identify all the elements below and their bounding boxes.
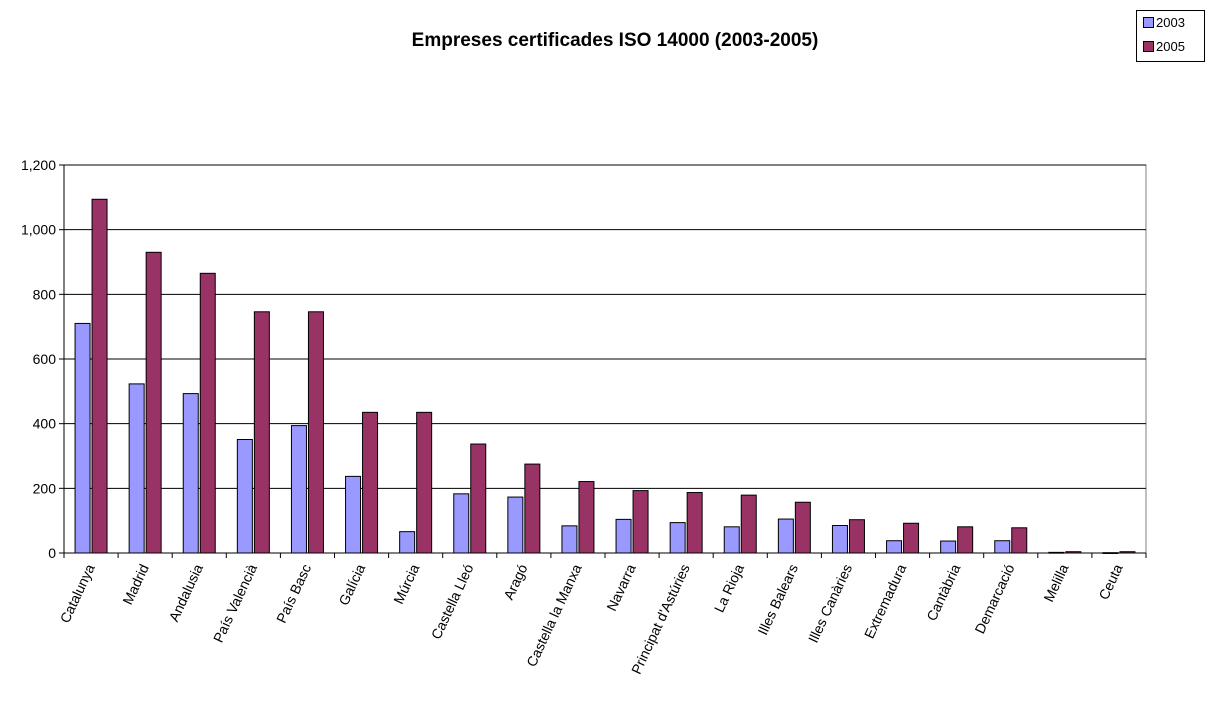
bar-2003: [182, 393, 199, 554]
x-tick-label: Ceuta: [1095, 561, 1125, 602]
bar-2005: [957, 526, 974, 554]
bar-2005: [470, 443, 487, 554]
bar-2005: [903, 522, 920, 554]
bar-2005: [145, 251, 162, 554]
x-tick-label: Castella Lleó: [428, 561, 477, 641]
bar-2003: [345, 475, 362, 554]
chart-title: Empreses certificades ISO 14000 (2003-20…: [411, 30, 819, 51]
x-tick-label: País Valencià: [210, 561, 260, 645]
x-tick-label: Extremadura: [861, 561, 909, 641]
x-tick-label: Navarra: [603, 561, 639, 613]
bar-2005: [1011, 527, 1028, 554]
x-tick-label: País Basc: [273, 562, 314, 626]
bar-2005: [686, 492, 703, 554]
x-tick-label: Illes Canàries: [805, 562, 855, 646]
bar-2005: [848, 519, 865, 554]
bar-2003: [453, 493, 470, 554]
x-tick-label: La Rioja: [711, 561, 747, 615]
x-tick-label: Illes Balears: [754, 562, 801, 638]
bar-2003: [290, 425, 307, 554]
y-tick-label: 1,000: [21, 222, 56, 238]
bar-2003: [507, 496, 524, 554]
bar-2005: [632, 490, 649, 554]
bar-2003: [561, 525, 578, 554]
y-tick-label: 1,200: [21, 157, 56, 173]
bar-2005: [253, 311, 270, 554]
x-tick-label: Galícia: [335, 561, 368, 607]
bar-2003: [669, 522, 686, 554]
x-tick-label: Madrid: [119, 562, 152, 608]
bar-2005: [578, 481, 595, 554]
x-tick-label: Castella la Manxa: [523, 561, 585, 669]
bar-2003: [994, 540, 1011, 554]
legend-item-2003: 2003: [1143, 15, 1185, 31]
bar-2005: [794, 501, 811, 554]
x-tick-label: Melilla: [1040, 561, 1071, 604]
y-tick-label: 200: [33, 480, 57, 496]
bar-2003: [236, 439, 253, 554]
legend-label-2003: 2003: [1156, 15, 1185, 30]
x-tick-label: Andalusia: [165, 561, 206, 624]
y-tick-label: 0: [48, 545, 56, 561]
bar-2003: [1048, 551, 1065, 554]
bar-2003: [399, 531, 416, 554]
bar-2005: [1119, 551, 1136, 554]
bar-2003: [615, 518, 632, 554]
bar-2003: [74, 322, 91, 554]
legend-swatch-2005: [1143, 41, 1154, 52]
y-tick-label: 400: [33, 416, 57, 432]
bar-2005: [1065, 551, 1082, 554]
y-tick-label: 800: [33, 286, 57, 302]
x-tick-label: Demarcació: [971, 561, 1017, 636]
bar-2003: [886, 540, 903, 554]
bar-2003: [128, 383, 145, 554]
bar-2005: [740, 494, 757, 554]
x-tick-label: Catalunya: [57, 561, 98, 625]
x-tick-label: Principat d'Astúries: [628, 562, 693, 677]
bar-2005: [307, 311, 324, 554]
bar-2003: [831, 525, 848, 554]
x-tick-label: Cantàbria: [923, 561, 963, 623]
bar-2003: [777, 518, 794, 554]
bar-2005: [362, 411, 379, 554]
bar-2005: [524, 463, 541, 554]
bar-2005: [416, 411, 433, 554]
x-tick-label: Aragó: [500, 561, 530, 602]
legend: 2003 2005: [1136, 10, 1205, 62]
legend-item-2005: 2005: [1143, 39, 1185, 55]
y-tick-label: 600: [33, 351, 57, 367]
legend-swatch-2003: [1143, 17, 1154, 28]
bar-2003: [723, 526, 740, 554]
bar-2003: [940, 540, 957, 554]
bar-2003: [1102, 552, 1119, 554]
bar-2005: [199, 272, 216, 554]
x-tick-label: Múrcia: [390, 561, 422, 606]
legend-label-2005: 2005: [1156, 39, 1185, 54]
bar-2005: [91, 198, 108, 554]
